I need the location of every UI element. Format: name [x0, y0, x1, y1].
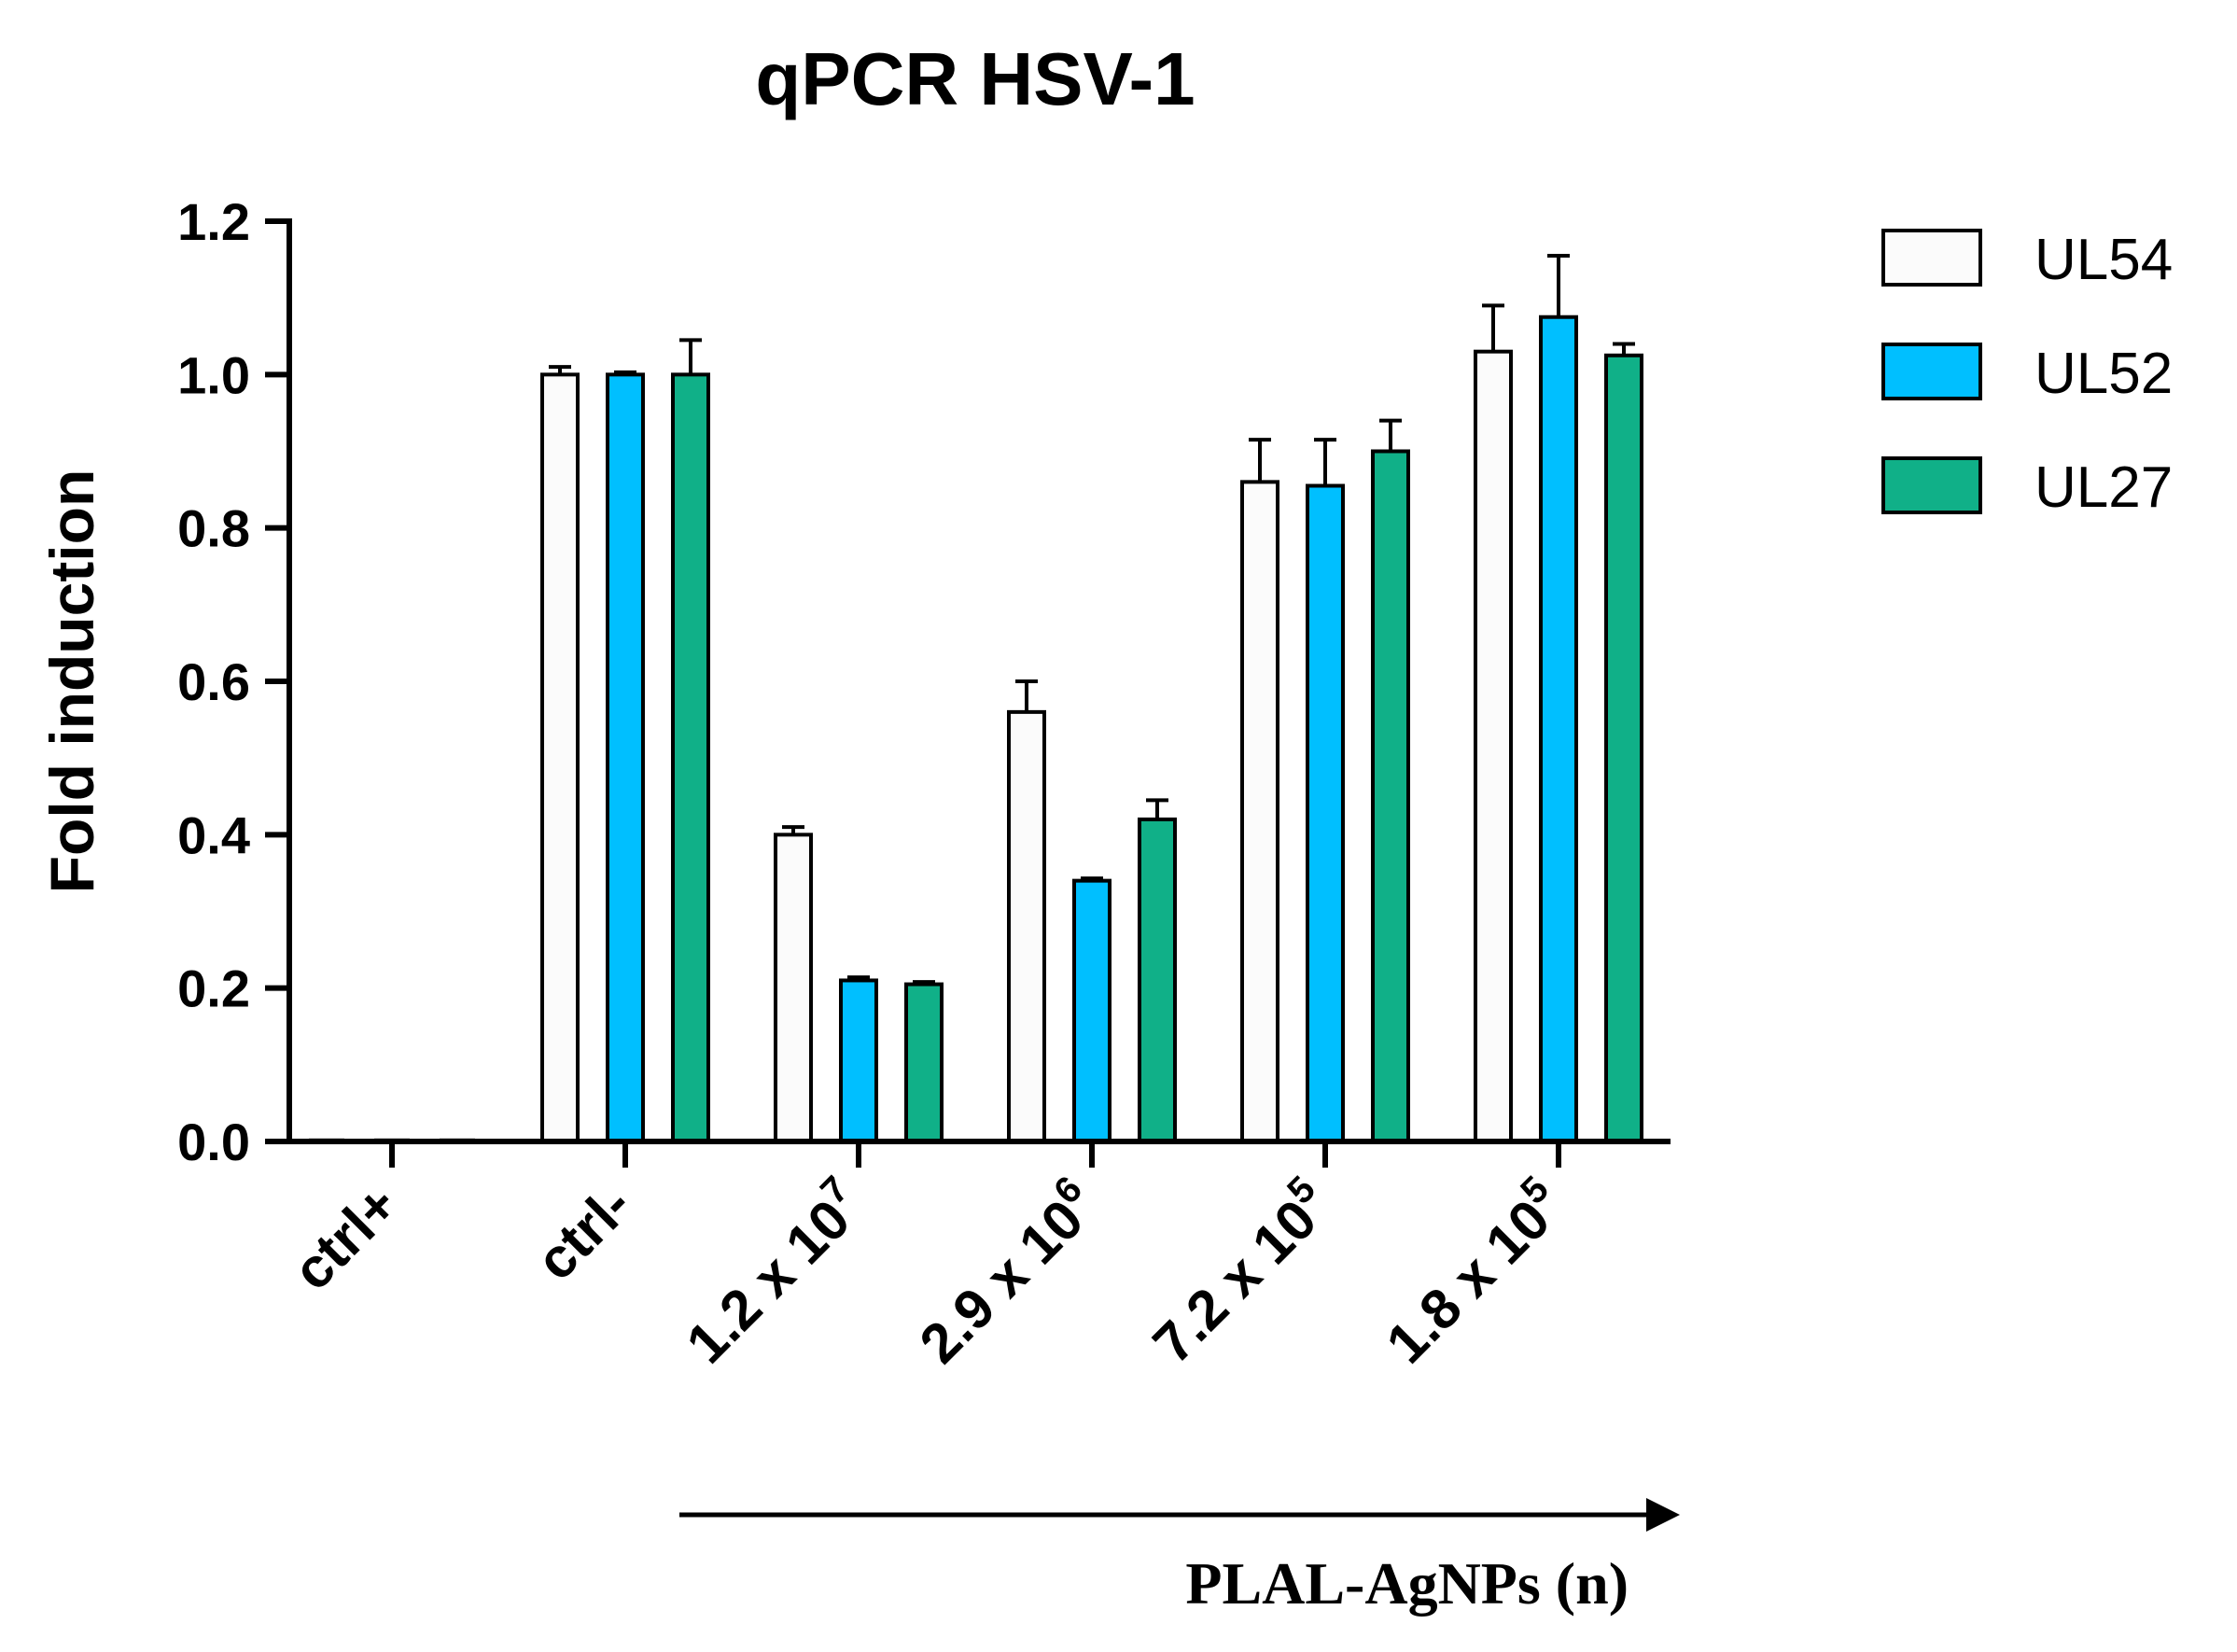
- x-tick-label-text: ctrl-: [524, 1173, 644, 1293]
- x-tick-label-c3: 7.2 x 105: [1137, 1169, 1343, 1375]
- legend-label-ul52: UL52: [2034, 342, 2173, 406]
- x-tick-label-text: 1.2 x 10: [675, 1188, 862, 1376]
- bar-ul52-c3: [1306, 483, 1345, 1143]
- bars: [309, 253, 1643, 1144]
- legend-label-ul54: UL54: [2034, 228, 2173, 292]
- y-tick-label: 0.0: [177, 1113, 250, 1171]
- y-tick-label: 0.4: [177, 805, 250, 864]
- bar-ul52-ctrl_neg: [606, 372, 645, 1144]
- legend-swatch-ul52: [1881, 343, 1982, 400]
- bar-ul54-c1: [774, 833, 813, 1143]
- bar-ul52-c2: [1072, 878, 1112, 1144]
- bar-ul54-c4: [1474, 349, 1513, 1143]
- annotation-label: PLAL-AgNPs (n): [1185, 1550, 1629, 1617]
- legend-swatch-ul27: [1881, 456, 1982, 514]
- bar-ul27-c4: [1604, 353, 1643, 1143]
- bar-ul52-c1: [839, 978, 878, 1143]
- legend-label-ul27: UL27: [2034, 455, 2173, 520]
- x-tick-label-c2: 2.9 x 106: [903, 1169, 1110, 1375]
- plal-annotation: PLAL-AgNPs (n): [679, 1498, 1680, 1617]
- x-tick-label-c1: 1.2 x 107: [670, 1169, 876, 1375]
- y-axis: 0.0 0.2 0.4 0.6 0.8 1.0 1.2: [177, 192, 292, 1171]
- x-tick-label-ctrl_neg: ctrl-: [524, 1173, 644, 1293]
- x-axis: ctrl+ ctrl- 1.2 x 107 2.9 x 106 7.2 x 105 1.8…: [281, 1139, 1671, 1375]
- legend-swatch-ul54: [1881, 229, 1982, 287]
- x-tick-label-text: ctrl+: [281, 1173, 410, 1302]
- x-tick-label-text: 1.8 x 10: [1375, 1188, 1562, 1376]
- bar-ul52-c4: [1539, 315, 1578, 1144]
- bar-ul54-c3: [1240, 480, 1279, 1143]
- y-tick-label: 1.2: [177, 192, 250, 251]
- y-axis-label: Fold induction: [37, 469, 106, 894]
- x-tick-label-c4: 1.8 x 105: [1370, 1169, 1576, 1375]
- y-tick-label: 0.6: [177, 652, 250, 711]
- bar-ul27-c3: [1371, 449, 1410, 1143]
- annotation-arrowhead: [1646, 1498, 1680, 1532]
- bar-ul27-ctrl_neg: [671, 372, 710, 1144]
- chart-title: qPCR HSV-1: [755, 37, 1195, 120]
- bar-ul27-c2: [1138, 817, 1177, 1144]
- x-tick-label-ctrl_pos: ctrl+: [281, 1173, 410, 1302]
- bar-ul54-c2: [1007, 709, 1046, 1143]
- x-tick-label-text: 2.9 x 10: [908, 1188, 1096, 1376]
- x-tick-label-text: 7.2 x 10: [1141, 1188, 1329, 1376]
- bar-ul27-c1: [904, 982, 944, 1144]
- y-tick-label: 0.2: [177, 959, 250, 1018]
- y-tick-label: 1.0: [177, 345, 250, 404]
- bar-ul54-ctrl_neg: [540, 372, 580, 1144]
- legend: UL54 UL52 UL27: [1881, 228, 2173, 520]
- y-tick-label: 0.8: [177, 499, 250, 558]
